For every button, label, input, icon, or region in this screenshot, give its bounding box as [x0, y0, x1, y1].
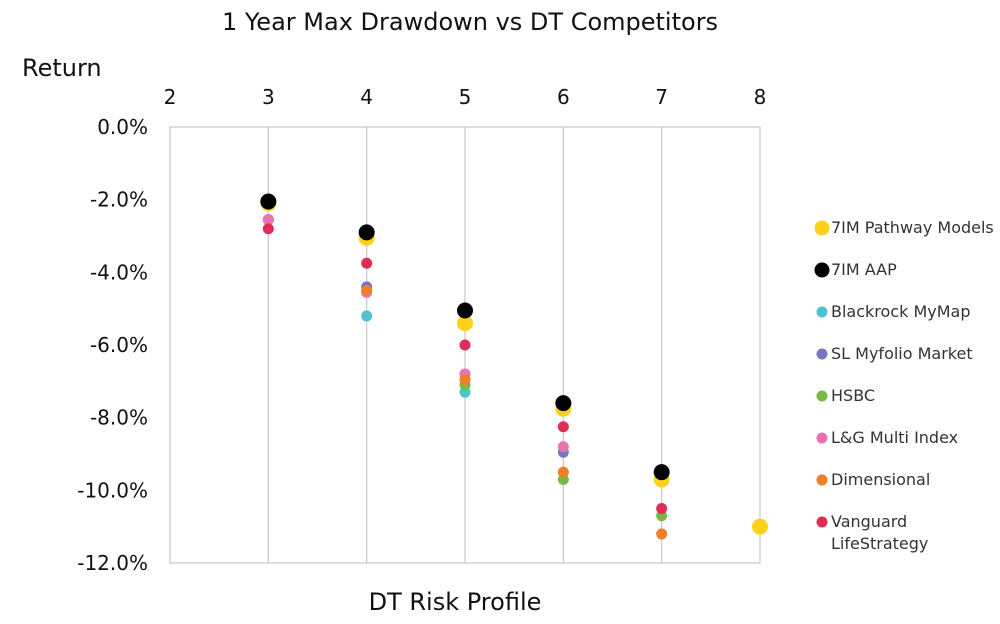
data-point-7im-pathway-models [752, 518, 768, 535]
y-axis-title: Return [22, 54, 102, 82]
data-point-l-g-multi-index [262, 214, 274, 226]
x-tick-label: 5 [459, 85, 472, 109]
y-tick-label: -12.0% [77, 551, 148, 575]
data-point-dimensional [459, 374, 471, 386]
data-point-dimensional [361, 285, 373, 296]
x-axis-title: DT Risk Profile [369, 588, 542, 616]
data-point-vanguard-lifestrategy [557, 421, 569, 433]
x-tick-label: 8 [754, 85, 767, 109]
x-tick-label: 2 [164, 85, 177, 109]
y-tick-label: -4.0% [90, 260, 148, 284]
x-tick-label: 3 [262, 85, 275, 109]
data-point-7im-aap [358, 224, 375, 241]
data-point-vanguard-lifestrategy [361, 257, 373, 269]
legend-marker [814, 220, 830, 236]
legend-marker [816, 390, 828, 402]
data-point-vanguard-lifestrategy [459, 339, 471, 351]
x-tick-label: 7 [655, 85, 668, 109]
data-point-l-g-multi-index [557, 441, 569, 453]
legend-marker [816, 432, 828, 444]
data-point-7im-aap [457, 302, 473, 319]
legend-label: L&G Multi Index [831, 428, 958, 447]
y-tick-label: 0.0% [97, 115, 148, 139]
y-tick-label: -2.0% [90, 188, 148, 212]
legend-label: 7IM Pathway Models [831, 218, 994, 237]
legend-label: HSBC [831, 386, 875, 405]
legend-marker [814, 262, 830, 278]
data-point-vanguard-lifestrategy [262, 223, 274, 235]
y-tick-label: -8.0% [90, 406, 148, 430]
legend-marker [816, 516, 828, 528]
legend-label: 7IM AAP [831, 260, 897, 279]
data-point-7im-aap [555, 395, 572, 412]
y-tick-label: -10.0% [77, 478, 148, 502]
data-point-7im-aap [653, 464, 670, 481]
x-tick-label: 4 [360, 85, 373, 109]
legend-marker [816, 348, 828, 360]
data-point-dimensional [557, 466, 569, 478]
data-point-dimensional [656, 528, 668, 540]
data-point-vanguard-lifestrategy [656, 503, 668, 514]
legend-label: Dimensional [831, 470, 930, 489]
data-point-7im-pathway-models [457, 315, 473, 332]
legend-marker [816, 474, 828, 486]
chart-title: 1 Year Max Drawdown vs DT Competitors [222, 8, 718, 36]
data-point-blackrock-mymap [361, 310, 373, 322]
x-tick-label: 6 [557, 85, 570, 109]
plot-area: 2 3 4 5 6 7 8 0.0% -2.0% -4.0% -6.0% -8.0% -10.0% -12… [77, 85, 768, 575]
legend-label: SL Myfolio Market [831, 344, 973, 363]
legend-marker [816, 306, 828, 318]
data-point-7im-aap [260, 193, 277, 210]
legend-label: Vanguard LifeStrategy [831, 512, 928, 553]
legend: 7IM Pathway Models 7IM AAP Blackrock MyMap… [814, 218, 994, 553]
legend-label: Blackrock MyMap [831, 302, 971, 321]
y-tick-label: -6.0% [90, 333, 148, 357]
